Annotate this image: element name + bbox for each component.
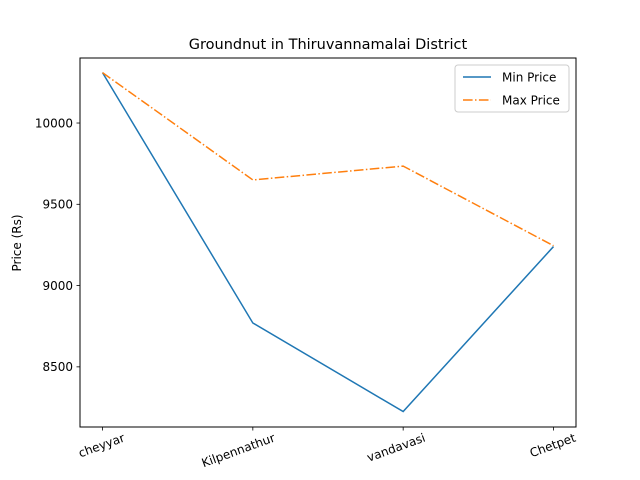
legend: Min Price Max Price bbox=[454, 64, 570, 113]
y-axis-label: Price (Rs) bbox=[10, 214, 24, 271]
y-tick-label: 9500 bbox=[42, 198, 73, 212]
y-tick-label: 10000 bbox=[35, 116, 73, 130]
legend-label: Max Price bbox=[502, 93, 560, 107]
legend-label: Min Price bbox=[502, 70, 556, 84]
y-tick-label: 8500 bbox=[42, 360, 73, 374]
plot-frame bbox=[79, 57, 577, 428]
series-line-min-price bbox=[101, 72, 555, 413]
y-tick-label: 9000 bbox=[42, 279, 73, 293]
chart-title: Groundnut in Thiruvannamalai District bbox=[189, 37, 468, 53]
series-layer bbox=[101, 72, 555, 413]
series-line-max-price bbox=[102, 72, 554, 247]
